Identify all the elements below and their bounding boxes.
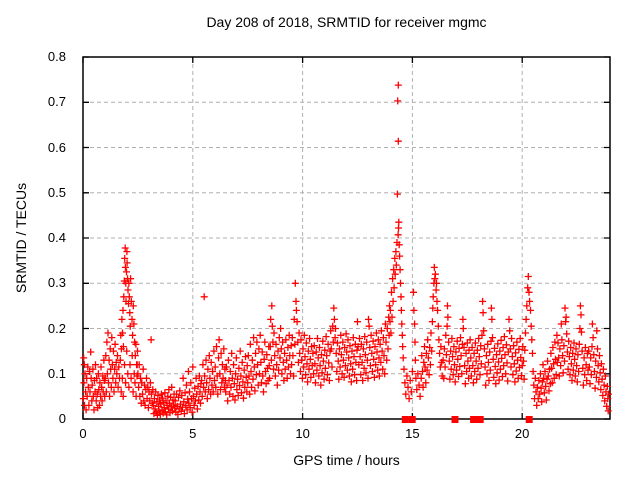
chart-title: Day 208 of 2018, SRMTID for receiver mgm… xyxy=(206,14,487,30)
y-tick-label: 0.8 xyxy=(47,49,66,64)
y-tick-label: 0.3 xyxy=(47,275,66,291)
gridlines xyxy=(83,56,610,419)
zero-square-marker xyxy=(451,416,459,423)
x-tick-label: 15 xyxy=(405,426,420,441)
y-tick-label: 0.4 xyxy=(47,230,66,245)
x-tick-label: 5 xyxy=(189,426,197,441)
plot-border xyxy=(82,56,611,420)
y-tick-label: 0.5 xyxy=(47,184,66,200)
y-tick-label: 0 xyxy=(58,411,66,426)
x-tick-label: 0 xyxy=(79,426,87,441)
x-tick-label: 20 xyxy=(514,426,530,441)
zero-square-marker xyxy=(401,416,409,423)
scatter-points xyxy=(79,81,612,419)
zero-square-marker xyxy=(408,416,416,423)
x-axis-label: GPS time / hours xyxy=(293,452,400,468)
y-tick-label: 0.6 xyxy=(47,139,66,155)
x-tick-label: 10 xyxy=(295,426,310,441)
y-tick-label: 0.2 xyxy=(47,320,66,336)
zero-square-marker xyxy=(525,416,533,423)
y-tick-label: 0.7 xyxy=(47,94,66,110)
y-tick-label: 0.1 xyxy=(47,365,66,381)
zero-square-marker xyxy=(470,416,478,423)
zero-square-marker xyxy=(476,416,484,423)
